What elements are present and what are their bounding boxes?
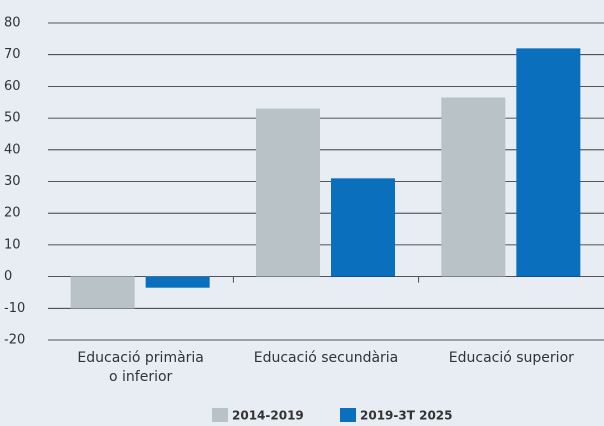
- y-tick-label: 20: [4, 206, 21, 221]
- bar: [256, 108, 320, 277]
- y-tick-label: 70: [4, 47, 21, 62]
- y-tick-label: 0: [4, 269, 12, 284]
- y-tick-label: 40: [4, 142, 21, 157]
- bar: [516, 48, 581, 277]
- x-tick-label: Educació superior: [448, 350, 574, 366]
- legend-swatch: [340, 408, 356, 422]
- legend-label: 2019-3T 2025: [360, 409, 453, 423]
- y-tick-label: 30: [4, 174, 21, 189]
- y-tick-label: 80: [4, 16, 21, 31]
- y-tick-label: 60: [4, 79, 21, 94]
- bar: [70, 276, 135, 309]
- y-tick-label: -10: [4, 301, 25, 316]
- y-tick-label: 50: [4, 111, 21, 126]
- bar: [331, 178, 395, 277]
- y-tick-label: 10: [4, 237, 21, 252]
- x-tick-label: Educació primària o inferior: [77, 350, 204, 385]
- legend-label: 2014-2019: [232, 409, 304, 423]
- x-tick-label: Educació secundària: [253, 350, 399, 366]
- bar: [145, 276, 210, 288]
- legend-swatch: [212, 408, 228, 422]
- y-tick-label: -20: [4, 333, 25, 348]
- bar: [441, 97, 506, 277]
